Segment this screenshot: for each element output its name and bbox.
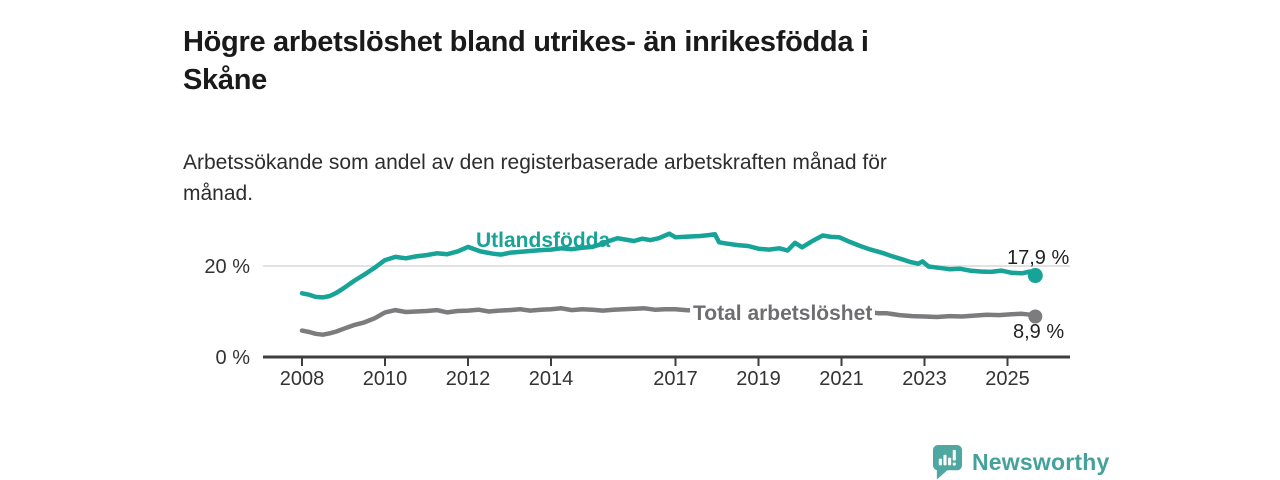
logo-bars: [938, 449, 956, 466]
page-title: Högre arbetslöshet bland utrikes- än inr…: [183, 26, 869, 97]
x-tick-label: 2019: [736, 368, 781, 390]
x-tick-label: 2012: [446, 368, 491, 390]
x-tick-label: 2008: [280, 368, 325, 390]
y-tick-label: 20 %: [204, 256, 250, 278]
logo-bubble: [932, 445, 963, 480]
x-tick-label: 2014: [529, 368, 574, 390]
x-tick-label: 2017: [653, 368, 698, 390]
series-label-total-arbetsloshet: Total arbetslöshet: [690, 301, 876, 326]
bar-chart-speech-bubble-icon: [932, 445, 963, 480]
x-tick-label: 2010: [363, 368, 408, 390]
logo-text: Newsworthy: [972, 448, 1110, 475]
page-subtitle: Arbetssökande som andel av den registerb…: [183, 151, 887, 205]
y-tick-label: 0 %: [216, 347, 251, 369]
newsworthy-logo: Newsworthy: [932, 444, 1109, 480]
series-end-dot-total: [1028, 309, 1043, 324]
series-label-utlandsfodda: Utlandsfödda: [476, 229, 611, 252]
series-end-dot-utlandsfodda: [1027, 268, 1043, 284]
end-value-label-utlandsfodda: 17,9 %: [1007, 247, 1070, 269]
x-tick-label: 2021: [819, 368, 864, 390]
end-value-label-total: 8,9 %: [1013, 321, 1065, 343]
x-tick-label: 2023: [902, 368, 947, 390]
series-line-utlandsfodda: [299, 231, 1038, 300]
x-tick-label: 2025: [985, 368, 1030, 390]
series-line-total: [299, 303, 1038, 337]
